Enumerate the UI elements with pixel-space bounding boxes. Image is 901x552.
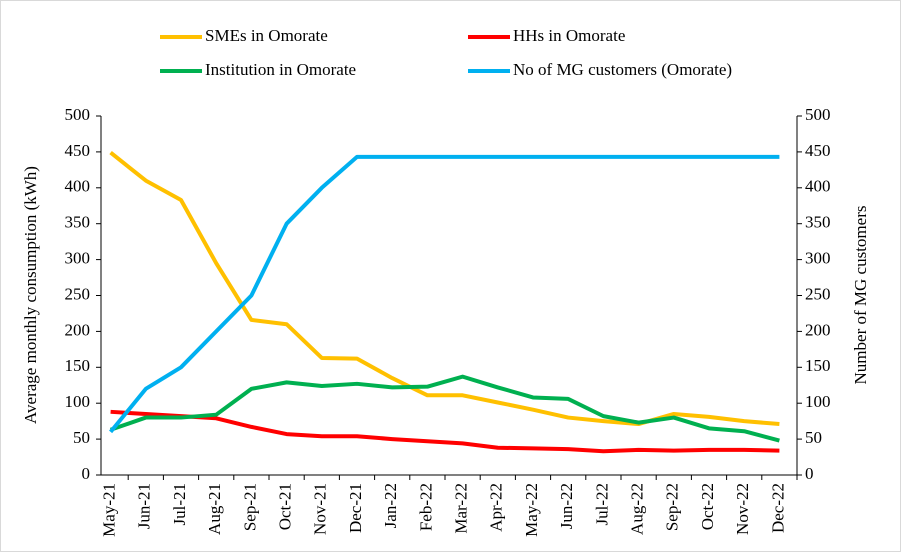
y2-tick-label: 300: [805, 249, 831, 268]
legend-label: No of MG customers (Omorate): [513, 60, 732, 79]
y-tick-label: 450: [65, 141, 91, 160]
y2-tick-label: 450: [805, 141, 831, 160]
x-tick-label: Jul-21: [170, 483, 189, 526]
y2-tick-label: 0: [805, 464, 814, 483]
x-tick-label: Mar-22: [452, 483, 471, 534]
y-tick-label: 250: [65, 284, 91, 303]
x-tick-label: Sep-21: [240, 483, 259, 531]
legend-label: HHs in Omorate: [513, 26, 625, 45]
series-line: [109, 151, 780, 427]
x-tick-label: Apr-22: [487, 483, 506, 532]
x-tick-label: Jun-21: [135, 483, 154, 529]
y-tick-label: 150: [65, 356, 91, 375]
x-tick-label: Aug-21: [205, 483, 224, 535]
x-tick-label: Dec-21: [346, 483, 365, 533]
y2-tick-label: 500: [805, 105, 831, 124]
y2-tick-label: 150: [805, 356, 831, 375]
y-tick-label: 50: [73, 428, 90, 447]
y-tick-label: 400: [65, 177, 91, 196]
y2-tick-label: 200: [805, 320, 831, 339]
x-tick-label: May-21: [100, 483, 119, 537]
y-tick-label: 500: [65, 105, 91, 124]
y-tick-label: 350: [65, 213, 91, 232]
legend-label: SMEs in Omorate: [205, 26, 328, 45]
y-tick-label: 100: [65, 392, 91, 411]
x-tick-label: Oct-21: [276, 483, 295, 530]
y2-axis-title: Number of MG customers: [851, 206, 870, 385]
y-tick-label: 300: [65, 249, 91, 268]
x-tick-label: Jul-22: [592, 483, 611, 526]
y-tick-label: 0: [82, 464, 91, 483]
y2-tick-label: 400: [805, 177, 831, 196]
series-line: [110, 409, 780, 454]
legend-label: Institution in Omorate: [205, 60, 356, 79]
y-tick-label: 200: [65, 320, 91, 339]
x-tick-label: May-22: [522, 483, 541, 537]
y2-tick-label: 50: [805, 428, 822, 447]
y-axis-title: Average monthly consumption (kWh): [21, 166, 40, 424]
x-tick-label: Sep-22: [663, 483, 682, 531]
series-line: [109, 374, 780, 443]
x-tick-label: Nov-21: [311, 483, 330, 535]
x-tick-label: Oct-22: [698, 483, 717, 530]
x-tick-label: Jun-22: [557, 483, 576, 529]
x-tick-label: Feb-22: [416, 483, 435, 531]
y2-tick-label: 250: [805, 284, 831, 303]
x-tick-label: Dec-22: [768, 483, 787, 533]
x-tick-label: Nov-22: [733, 483, 752, 535]
series-line: [109, 154, 780, 434]
y2-tick-label: 100: [805, 392, 831, 411]
x-tick-label: Jan-22: [381, 483, 400, 528]
y2-tick-label: 350: [805, 213, 831, 232]
x-tick-label: Aug-22: [628, 483, 647, 535]
